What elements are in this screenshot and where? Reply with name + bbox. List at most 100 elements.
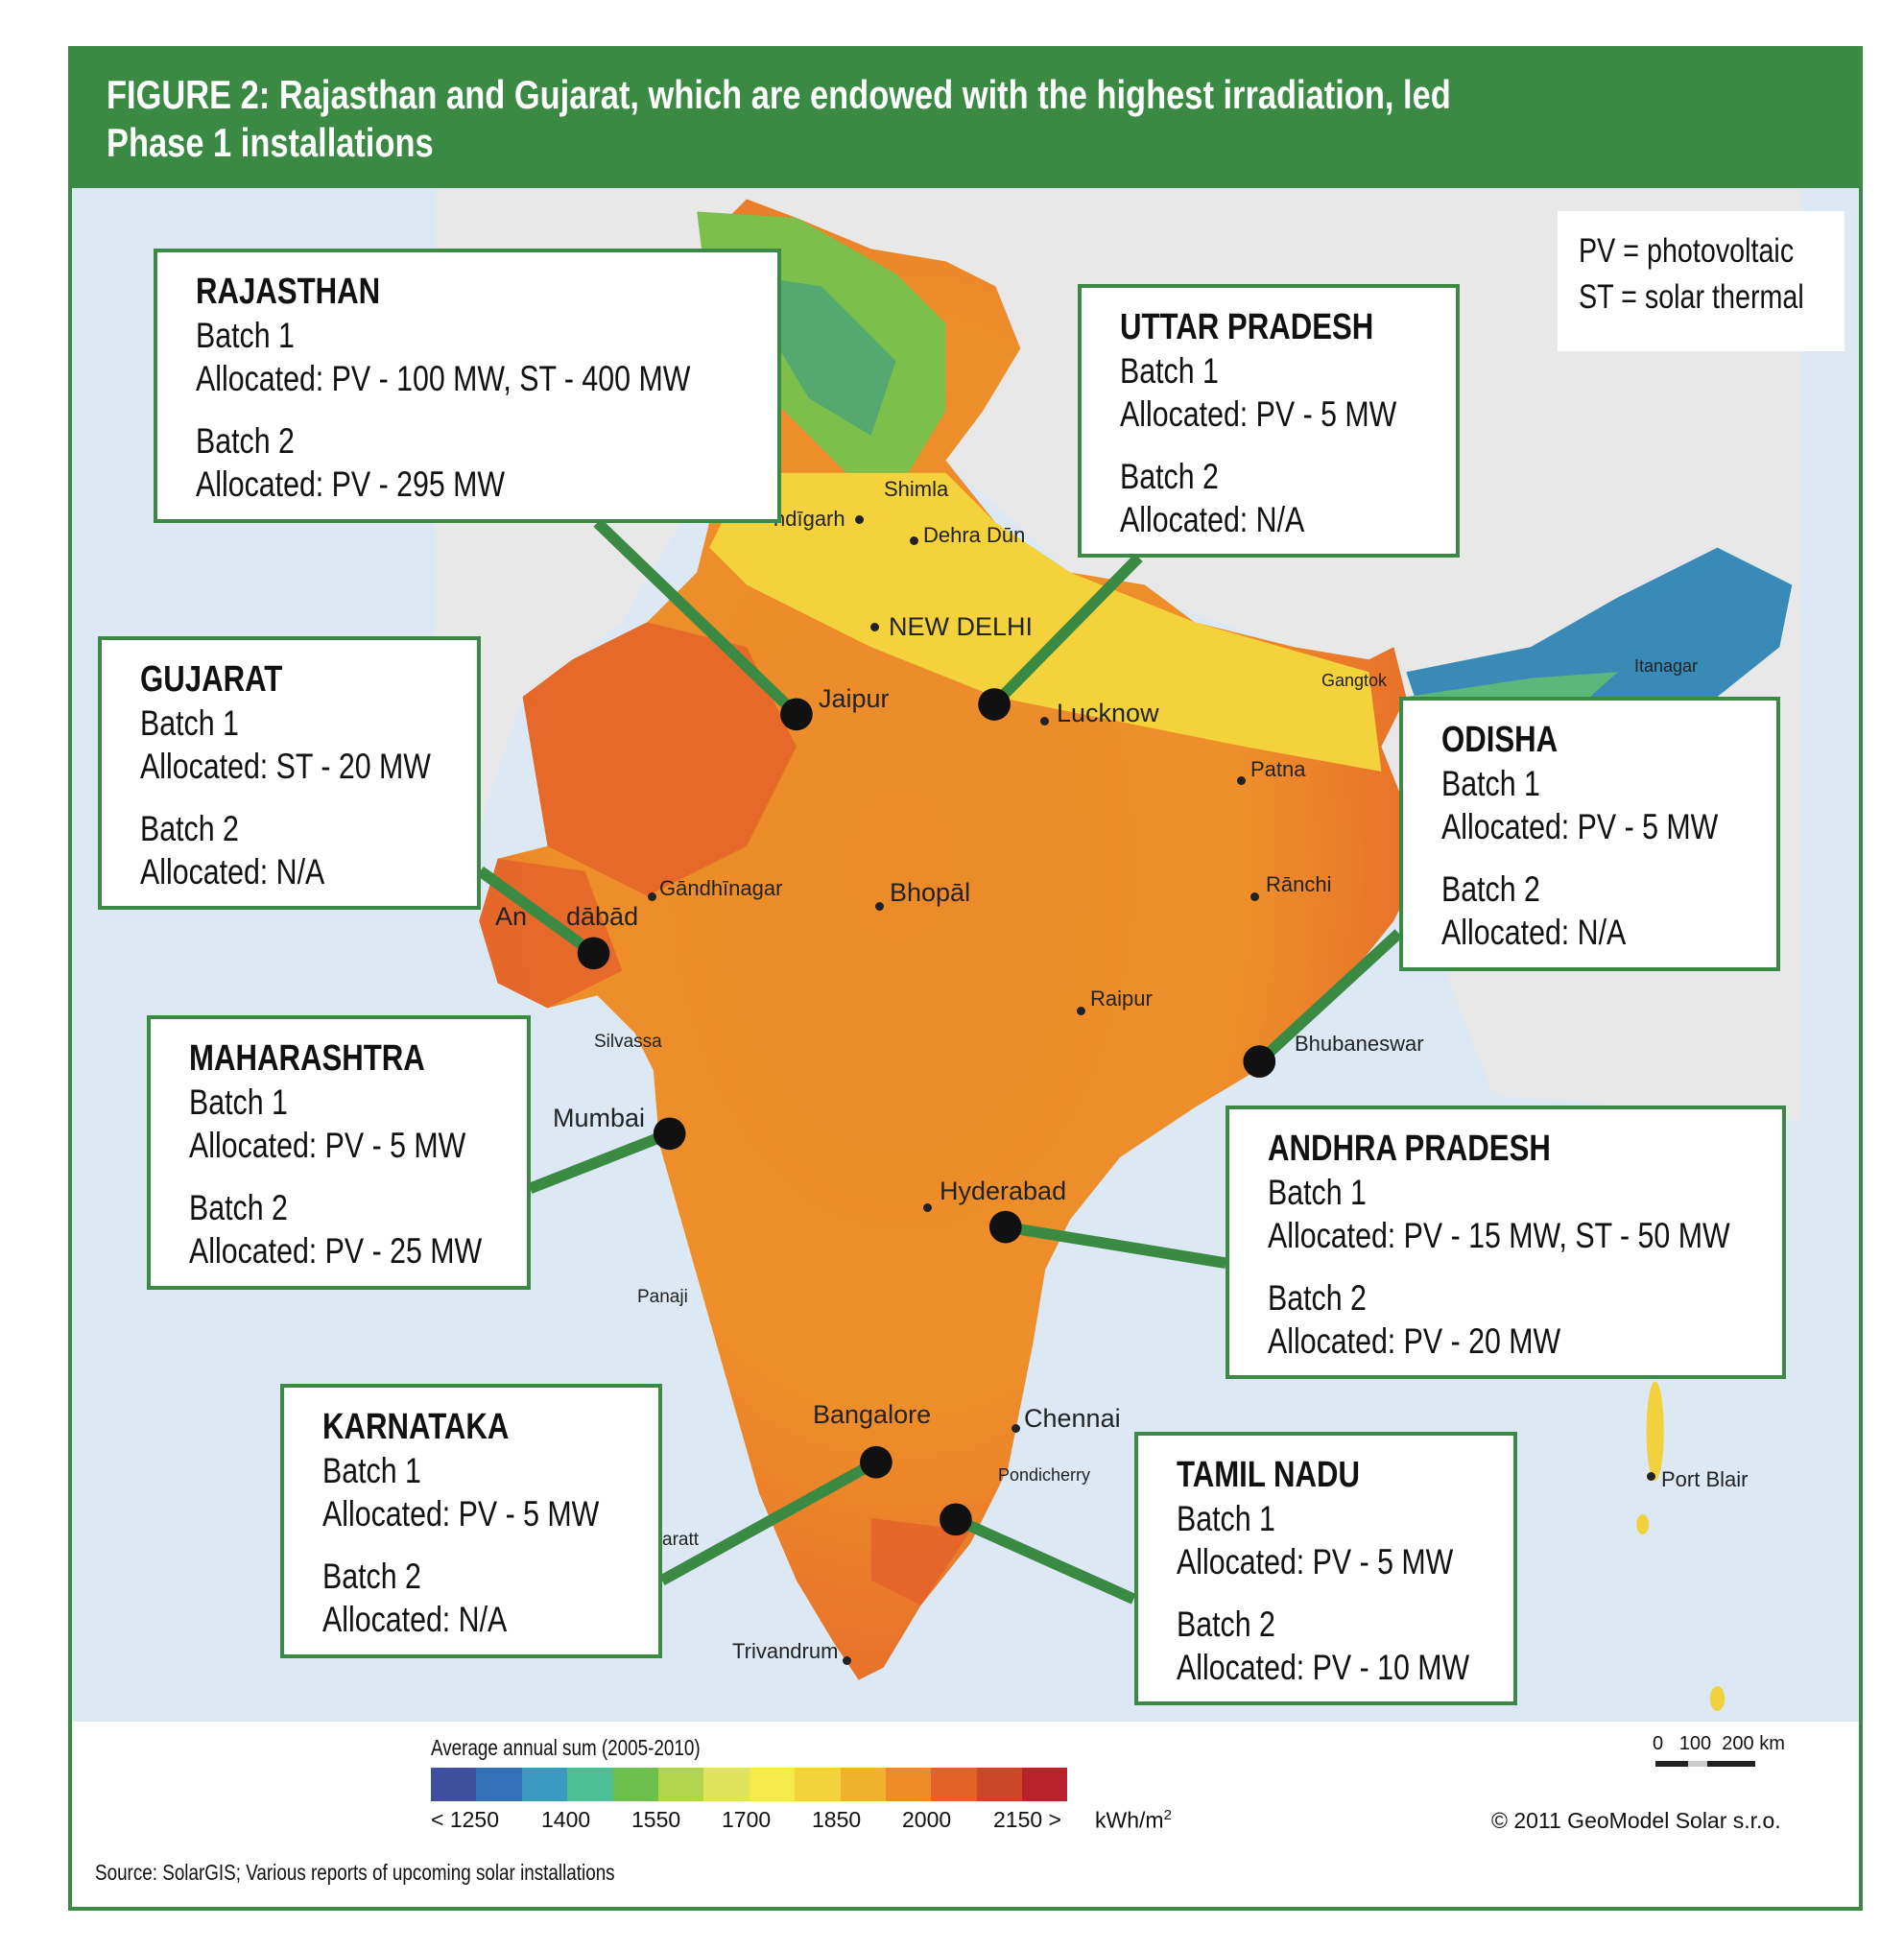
state-name: RAJASTHAN: [196, 272, 381, 312]
city-label-gandhinagar: Gāndhīnagar: [659, 876, 783, 900]
marker-maharashtra: [653, 1117, 686, 1151]
city-dot: [1237, 776, 1246, 785]
marker-uttar-pradesh: [978, 688, 1011, 721]
batch-1-label: Batch 1: [140, 703, 239, 743]
batch-1-allocation: Allocated: PV - 5 MW: [189, 1126, 466, 1165]
city-dot: [1250, 892, 1259, 901]
marker-karnataka: [860, 1445, 892, 1479]
callout-tamil-nadu: TAMIL NADU Batch 1 Allocated: PV - 5 MW …: [1134, 1432, 1517, 1705]
batch-1-label: Batch 1: [1268, 1173, 1367, 1212]
connector-tamil-nadu: [953, 1513, 1136, 1605]
batch-2-allocation: Allocated: PV - 295 MW: [196, 464, 506, 504]
connector-odisha: [1255, 929, 1403, 1066]
unit-text: kWh/m: [1095, 1807, 1164, 1833]
city-label-ranchi: Rānchi: [1266, 872, 1332, 896]
batch-2-label: Batch 2: [140, 809, 239, 848]
marker-odisha: [1243, 1045, 1276, 1078]
connector-uttar-pradesh: [989, 553, 1143, 709]
state-name: KARNATAKA: [322, 1407, 510, 1447]
batch-1-label: Batch 1: [189, 1082, 288, 1122]
city-label-hyderabad: Hyderabad: [940, 1177, 1067, 1205]
legend-title: Average annual sum (2005-2010): [431, 1735, 759, 1761]
color-scale-swatch: [885, 1768, 932, 1801]
legend-tick: 1550: [631, 1807, 681, 1832]
marker-tamil-nadu: [940, 1503, 972, 1536]
city-label-bhubaneswar: Bhubaneswar: [1295, 1032, 1424, 1056]
callout-odisha: ODISHA Batch 1 Allocated: PV - 5 MW Batc…: [1399, 697, 1780, 971]
color-scale-swatch: [521, 1768, 568, 1801]
city-dot: [910, 536, 918, 545]
abbreviation-legend: PV = photovoltaic ST = solar thermal: [1558, 211, 1844, 351]
color-scale-swatch: [612, 1768, 658, 1801]
batch-2-allocation: Allocated: PV - 20 MW: [1268, 1321, 1561, 1361]
connector-rajasthan: [593, 518, 800, 719]
batch-1-allocation: Allocated: PV - 5 MW: [1441, 807, 1719, 846]
batch-1-label: Batch 1: [322, 1451, 421, 1490]
city-label-lucknow: Lucknow: [1057, 699, 1159, 727]
city-label-bhopal: Bhopāl: [890, 878, 971, 907]
unit-superscript: 2: [1163, 1807, 1172, 1823]
color-scale-swatch: [840, 1768, 886, 1801]
city-label-shimla: Shimla: [884, 477, 949, 501]
connector-karnataka: [659, 1457, 879, 1585]
city-dot: [1647, 1472, 1655, 1481]
legend-unit: kWh/m2: [1095, 1807, 1172, 1834]
city-dot: [875, 902, 884, 911]
city-dot: [855, 515, 864, 524]
state-name: ODISHA: [1441, 720, 1559, 760]
state-name: ANDHRA PRADESH: [1268, 1129, 1551, 1169]
india-land: [479, 199, 1419, 1680]
state-name: UTTAR PRADESH: [1120, 307, 1374, 347]
color-scale-swatch: [703, 1768, 750, 1801]
batch-2-allocation: Allocated: PV - 25 MW: [189, 1231, 483, 1271]
legend-tick: 1700: [722, 1807, 772, 1832]
batch-2-allocation: Allocated: PV - 10 MW: [1177, 1648, 1470, 1687]
nicobar-islands: [1709, 1686, 1726, 1712]
color-scale-swatch: [431, 1768, 477, 1801]
andaman-islands: [1646, 1381, 1664, 1482]
batch-2-allocation: Allocated: N/A: [1120, 500, 1305, 539]
batch-2-allocation: Allocated: N/A: [322, 1600, 508, 1639]
marker-gujarat: [577, 937, 610, 970]
batch-1-label: Batch 1: [1177, 1499, 1275, 1538]
title-line-2: Phase 1 installations: [107, 120, 434, 165]
batch-2-label: Batch 2: [1120, 457, 1219, 496]
batch-1-label: Batch 1: [1441, 764, 1540, 803]
source-text: Source: SolarGIS; Various reports of upc…: [95, 1860, 615, 1885]
color-scale-swatch: [567, 1768, 613, 1801]
batch-1-allocation: Allocated: PV - 15 MW, ST - 50 MW: [1268, 1216, 1730, 1255]
city-label-chandigarh: ndīgarh: [774, 507, 845, 531]
scale-bar: [1655, 1761, 1755, 1767]
callout-karnataka: KARNATAKA Batch 1 Allocated: PV - 5 MW B…: [280, 1384, 662, 1658]
city-dot: [1077, 1007, 1085, 1015]
city-label-mumbai: Mumbai: [553, 1104, 646, 1132]
batch-2-label: Batch 2: [1441, 869, 1540, 909]
state-name: MAHARASHTRA: [189, 1038, 425, 1079]
legend-title-text: Average annual sum (2005-2010): [431, 1735, 701, 1760]
callout-andhra-pradesh: ANDHRA PRADESH Batch 1 Allocated: PV - 1…: [1226, 1106, 1786, 1379]
state-name: GUJARAT: [140, 659, 283, 700]
northern-plains-zone: [709, 472, 1382, 772]
color-scale-swatch: [931, 1768, 977, 1801]
batch-1-allocation: Allocated: PV - 5 MW: [1177, 1542, 1454, 1581]
legend-tick: 1400: [541, 1807, 591, 1832]
city-label-itanagar: Itanagar: [1634, 656, 1699, 676]
city-label-panaji: Panaji: [637, 1287, 688, 1307]
connector-lines: [477, 518, 1403, 1605]
batch-1-allocation: Allocated: PV - 5 MW: [1120, 394, 1397, 434]
city-dot: [1040, 717, 1049, 725]
callout-rajasthan: RAJASTHAN Batch 1 Allocated: PV - 100 MW…: [154, 249, 781, 523]
color-scale-swatch: [657, 1768, 704, 1801]
city-label-pondicherry: Pondicherry: [998, 1465, 1091, 1485]
copyright: © 2011 GeoModel Solar s.r.o.: [1491, 1808, 1781, 1833]
batch-1-allocation: Allocated: PV - 100 MW, ST - 400 MW: [196, 359, 691, 398]
connector-gujarat: [477, 866, 597, 959]
color-scale-swatch: [1022, 1768, 1068, 1801]
city-dot: [648, 892, 656, 901]
city-dot: [843, 1656, 851, 1665]
batch-2-label: Batch 2: [189, 1188, 288, 1227]
scale-label: 0 100 200 km: [1653, 1733, 1785, 1754]
callout-uttar-pradesh: UTTAR PRADESH Batch 1 Allocated: PV - 5 …: [1078, 284, 1460, 558]
callout-maharashtra: MAHARASHTRA Batch 1 Allocated: PV - 5 MW…: [147, 1015, 531, 1290]
city-label-bangalore: Bangalore: [813, 1400, 932, 1429]
